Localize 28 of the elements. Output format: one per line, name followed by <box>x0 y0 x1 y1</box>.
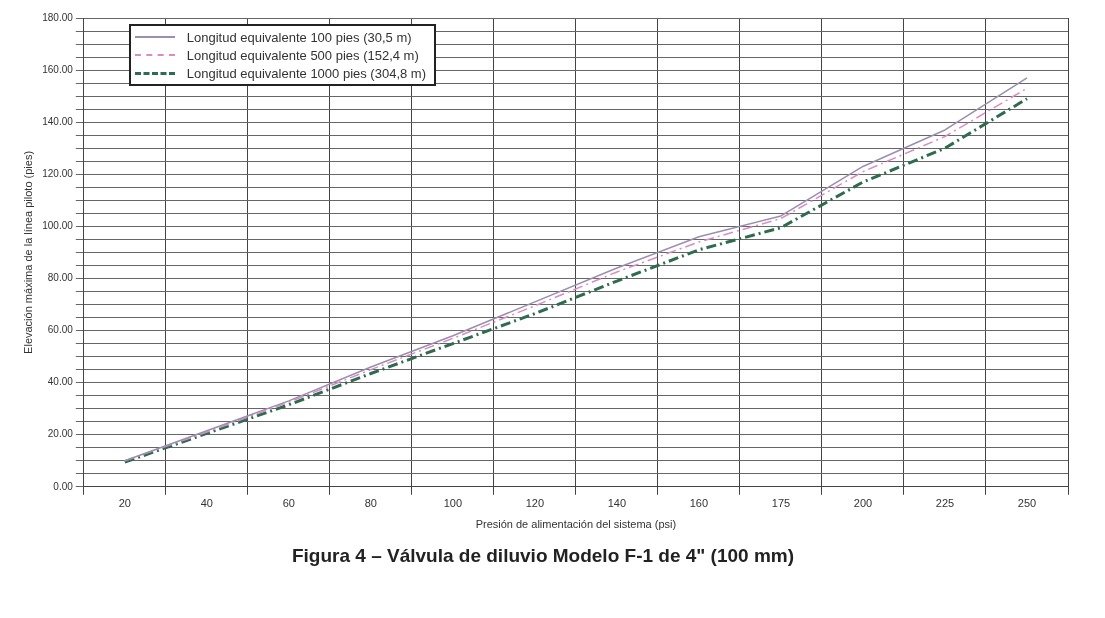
x-tick-label: 60 <box>282 497 295 510</box>
y-tick-label: 60.00 <box>47 324 74 336</box>
x-tick-label: 200 <box>853 497 873 510</box>
x-tick-label: 160 <box>689 497 709 510</box>
y-tick-label: 40.00 <box>47 376 74 388</box>
x-tick-label: 20 <box>118 497 131 510</box>
legend-label: Longitud equivalente 100 pies (30,5 m) <box>186 29 412 45</box>
x-tick-label: 225 <box>935 497 955 510</box>
x-tick-label: 40 <box>200 497 213 510</box>
x-tick-label: 80 <box>364 497 377 510</box>
y-tick-label: 0.00 <box>53 480 74 492</box>
y-tick-label: 120.00 <box>42 168 74 180</box>
x-tick-label: 250 <box>1017 497 1037 510</box>
legend-label: Longitud equivalente 1000 pies (304,8 m) <box>186 65 427 81</box>
x-tick-label: 175 <box>771 497 791 510</box>
y-axis-title: Elevación máxima de la línea piloto (pies) <box>21 150 34 354</box>
x-tick-label: 100 <box>443 497 463 510</box>
y-tick-label: 80.00 <box>47 272 74 284</box>
x-tick-label: 140 <box>607 497 627 510</box>
y-tick-label: 180.00 <box>42 11 74 23</box>
y-tick-label: 140.00 <box>42 115 74 127</box>
y-tick-label: 100.00 <box>42 220 74 232</box>
y-tick-label: 160.00 <box>42 63 74 75</box>
x-tick-label: 120 <box>525 497 545 510</box>
y-tick-label: 20.00 <box>47 428 74 440</box>
text: Figura 4 – Válvula de diluvio Modelo F-1 de 4" (100 mm) <box>291 544 795 566</box>
legend-label: Longitud equivalente 500 pies (152,4 m) <box>186 47 419 63</box>
x-axis-title: Presión de alimentación del sistema (psi) <box>475 517 677 530</box>
